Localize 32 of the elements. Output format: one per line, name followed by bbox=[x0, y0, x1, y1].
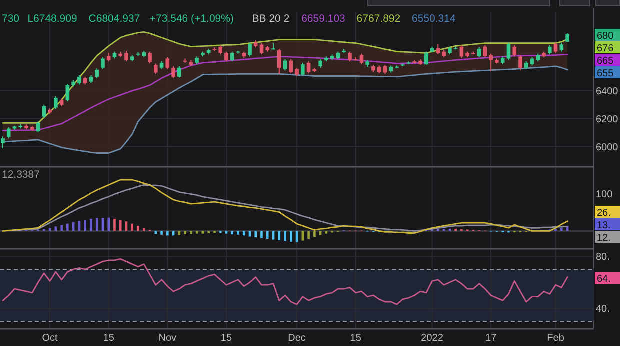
text: 100 bbox=[596, 190, 614, 200]
x-tick-label: Feb bbox=[547, 333, 565, 344]
text: 12. bbox=[597, 233, 611, 244]
text: 655 bbox=[597, 68, 614, 80]
x-tick-label: Dec bbox=[288, 333, 306, 344]
x-tick-label: Nov bbox=[158, 333, 177, 344]
annotation: 6659.103 bbox=[302, 13, 346, 25]
x-tick-label: 15 bbox=[350, 333, 362, 344]
annotation: 730 bbox=[2, 13, 20, 25]
annotation: 6550.314 bbox=[412, 13, 456, 25]
x-tick-label: 15 bbox=[103, 333, 115, 344]
y-tick-label: 80. bbox=[596, 252, 610, 263]
y-tick-label: 6000 bbox=[596, 142, 619, 154]
annotation: BB 20 2 bbox=[252, 13, 290, 25]
x-tick-label: 2022 bbox=[421, 333, 444, 344]
annotation: +73.546 (+1.09%) bbox=[150, 13, 234, 25]
text: 13. bbox=[597, 220, 611, 232]
annotation: C6804.937 bbox=[88, 13, 140, 25]
y-tick-label: 6400 bbox=[596, 86, 619, 98]
annotation: 12.3387 bbox=[2, 169, 40, 181]
text: 676 bbox=[597, 44, 614, 54]
y-tick-label: 40. bbox=[596, 304, 610, 315]
text: 64. bbox=[597, 274, 611, 285]
x-tick-label: Oct bbox=[42, 333, 58, 344]
text: 680 bbox=[597, 31, 614, 42]
annotation: 6767.892 bbox=[356, 13, 401, 25]
y-tick-label: 6200 bbox=[596, 114, 619, 126]
text: 26. bbox=[597, 208, 611, 219]
text: 665 bbox=[597, 56, 614, 67]
annotation: L6748.909 bbox=[28, 13, 78, 25]
x-tick-label: 15 bbox=[220, 333, 232, 344]
x-tick-label: 17 bbox=[486, 333, 498, 344]
